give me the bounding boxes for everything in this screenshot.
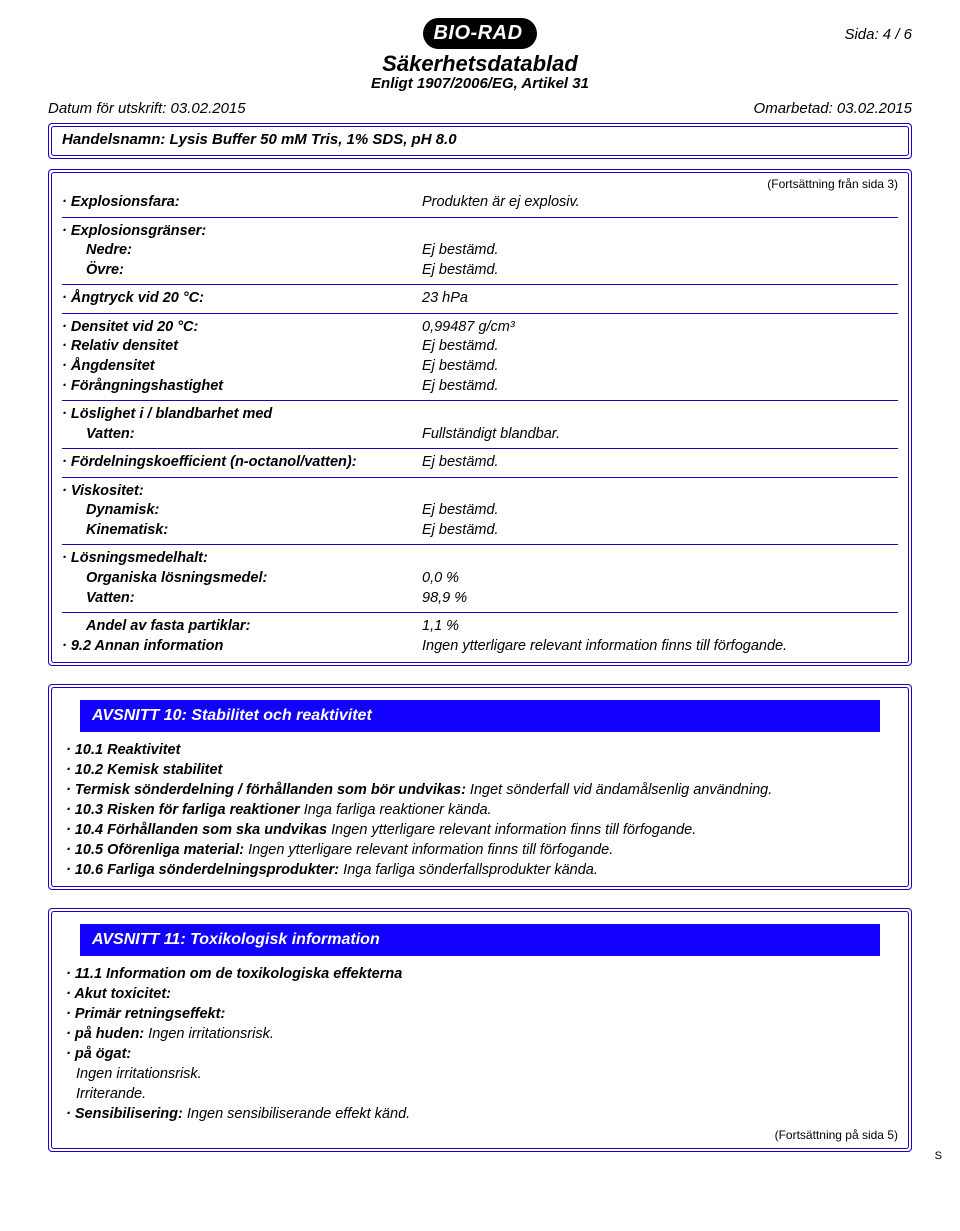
s11-l3: Primär retningseffekt: [66,1006,225,1022]
product-name: Handelsnamn: Lysis Buffer 50 mM Tris, 1%… [62,131,457,148]
org-solvent-value: 0,0 % [422,569,898,589]
continued-to: (Fortsättning på sida 5) [62,1128,898,1142]
trail-marker: S [48,1150,942,1162]
water-value: Fullständigt blandbar. [422,425,898,445]
divider [62,400,898,401]
upper-limit-label: Övre: [86,262,124,278]
section-10-box: AVSNITT 10: Stabilitet och reaktivitet 1… [48,684,912,890]
s10-l4b: Inga farliga reaktioner kända. [300,802,492,818]
solids-label: Andel av fasta partiklar: [86,618,250,634]
dynamic-value: Ej bestämd. [422,501,898,521]
document-page: Sida: 4 / 6 BIO-RAD Säkerhetsdatablad En… [0,0,960,1202]
s10-l3b: Inget sönderfall vid ändamålsenlig använ… [466,782,772,798]
divider [62,217,898,218]
s11-l1: 11.1 Information om de toxikologiska eff… [66,966,402,982]
s11-l6: Ingen irritationsrisk. [76,1066,202,1082]
dates-row: Datum för utskrift: 03.02.2015 Omarbetad… [48,100,912,117]
org-solvent-label: Organiska lösningsmedel: [86,570,267,586]
lower-limit-value: Ej bestämd. [422,241,898,261]
section-11-title: AVSNITT 11: Toxikologisk information [80,924,880,956]
divider [62,477,898,478]
s10-l1: 10.1 Reaktivitet [66,742,180,758]
s11-l4a: på huden: [66,1026,144,1042]
vapor-pressure-label: Ångtryck vid 20 °C: [62,290,204,306]
s10-l6a: 10.5 Oförenliga material: [66,842,244,858]
section-10-title: AVSNITT 10: Stabilitet och reaktivitet [80,700,880,732]
continued-from: (Fortsättning från sida 3) [62,177,898,191]
s10-l7a: 10.6 Farliga sönderdelningsprodukter: [66,862,339,878]
title-block: Säkerhetsdatablad Enligt 1907/2006/EG, A… [48,51,912,92]
section-11-box: AVSNITT 11: Toxikologisk information 11.… [48,908,912,1152]
divider [62,448,898,449]
divider [62,284,898,285]
s10-l4a: 10.3 Risken för farliga reaktioner [66,802,300,818]
document-subtitle: Enligt 1907/2006/EG, Artikel 31 [48,75,912,92]
evap-rate-label: Förångningshastighet [62,378,223,394]
lower-limit-label: Nedre: [86,242,132,258]
revision-date: Omarbetad: 03.02.2015 [754,100,912,117]
s10-l5a: 10.4 Förhållanden som ska undvikas [66,822,327,838]
s10-l5b: Ingen ytterligare relevant information f… [327,822,696,838]
logo-container: BIO-RAD [48,18,912,49]
s10-l7b: Inga farliga sönderfallsprodukter kända. [339,862,598,878]
dynamic-label: Dynamisk: [86,502,159,518]
rel-density-value: Ej bestämd. [422,337,898,357]
vapor-density-value: Ej bestämd. [422,357,898,377]
viscosity-header: Viskositet: [62,483,144,499]
evap-rate-value: Ej bestämd. [422,377,898,397]
s11-l4b: Ingen irritationsrisk. [144,1026,274,1042]
s11-l5: på ögat: [66,1046,131,1062]
kinematic-value: Ej bestämd. [422,521,898,541]
s11-l8b: Ingen sensibiliserande effekt känd. [183,1106,410,1122]
water2-value: 98,9 % [422,589,898,609]
brand-logo: BIO-RAD [423,18,536,49]
partition-value: Ej bestämd. [422,453,898,473]
vapor-density-label: Ångdensitet [62,358,155,374]
vapor-pressure-value: 23 hPa [422,289,898,309]
s11-l8a: Sensibilisering: [66,1106,183,1122]
divider [62,544,898,545]
explosion-hazard-label: Explosionsfara: [62,194,180,210]
explosion-hazard-value: Produkten är ej explosiv. [422,193,898,213]
print-date: Datum för utskrift: 03.02.2015 [48,100,246,117]
solubility-header: Löslighet i / blandbarhet med [62,406,272,422]
page-number: Sida: 4 / 6 [844,26,912,43]
upper-limit-value: Ej bestämd. [422,261,898,281]
solvent-header: Lösningsmedelhalt: [62,550,208,566]
divider [62,612,898,613]
density-value: 0,99487 g/cm³ [422,318,898,338]
solids-value: 1,1 % [422,617,898,637]
density-label: Densitet vid 20 °C: [62,319,198,335]
explosion-limits-label: Explosionsgränser: [62,223,206,239]
water-label: Vatten: [86,426,135,442]
kinematic-label: Kinematisk: [86,522,168,538]
s10-l3a: Termisk sönderdelning / förhållanden som… [66,782,466,798]
s10-l2: 10.2 Kemisk stabilitet [66,762,222,778]
product-box: Handelsnamn: Lysis Buffer 50 mM Tris, 1%… [48,123,912,159]
document-title: Säkerhetsdatablad [48,51,912,77]
properties-box: (Fortsättning från sida 3) Explosionsfar… [48,169,912,666]
other-info-label: 9.2 Annan information [62,638,223,654]
s11-l2: Akut toxicitet: [66,986,171,1002]
s11-l7: Irriterande. [76,1086,146,1102]
rel-density-label: Relativ densitet [62,338,178,354]
other-info-value: Ingen ytterligare relevant information f… [422,637,898,657]
s10-l6b: Ingen ytterligare relevant information f… [244,842,613,858]
divider [62,313,898,314]
partition-label: Fördelningskoefficient (n-octanol/vatten… [62,454,357,470]
water2-label: Vatten: [86,590,135,606]
